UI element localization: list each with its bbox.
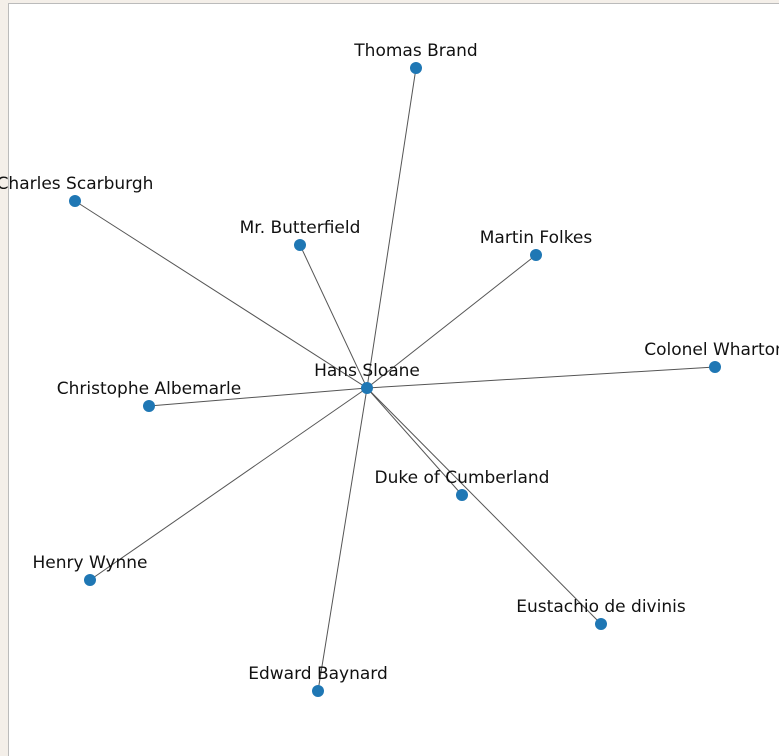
node (312, 685, 324, 697)
node-label: Martin Folkes (480, 228, 593, 248)
edge (366, 387, 602, 625)
node (595, 618, 607, 630)
node (530, 249, 542, 261)
node (361, 382, 373, 394)
node (143, 400, 155, 412)
edges (74, 67, 716, 692)
node-label: Mr. Butterfield (240, 218, 361, 238)
node (69, 195, 81, 207)
node-label: Thomas Brand (353, 41, 477, 61)
edge (366, 387, 463, 496)
node-label: Eustachio de divinis (516, 597, 686, 617)
node-label: Colonel Wharton (644, 340, 779, 360)
node (456, 489, 468, 501)
edge (366, 67, 417, 389)
edge (366, 254, 537, 389)
node-label: Charles Scarburgh (0, 174, 153, 194)
edge (89, 387, 368, 581)
node (709, 361, 721, 373)
frame (8, 3, 779, 756)
node (410, 62, 422, 74)
node-label: Edward Baynard (248, 664, 388, 684)
node-label: Duke of Cumberland (375, 468, 550, 488)
edge (299, 244, 368, 389)
edge (366, 366, 716, 389)
edge (74, 200, 368, 389)
nodes: Hans Sloane Thomas Brand Charles Scarburgh… (0, 41, 779, 697)
node-label: Henry Wynne (32, 553, 147, 573)
node-label: Christophe Albemarle (57, 379, 241, 399)
node (294, 239, 306, 251)
edge (317, 387, 368, 692)
node (84, 574, 96, 586)
edge (148, 387, 368, 407)
node-label: Hans Sloane (314, 361, 420, 381)
